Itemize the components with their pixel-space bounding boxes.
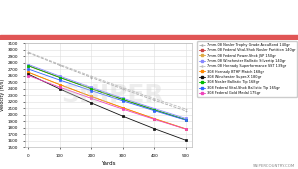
Text: SNIPERCOUNTRY.COM: SNIPERCOUNTRY.COM [253,164,295,168]
Y-axis label: Velocity (ft/s): Velocity (ft/s) [0,79,5,111]
Legend: 7mm-08 Nosler Trophy Grade AccuBond 140gr, 7mm-08 Federal Vital-Shok Nosler Part: 7mm-08 Nosler Trophy Grade AccuBond 140g… [197,41,297,97]
Text: BULLET VELOCITY: BULLET VELOCITY [73,9,225,24]
Bar [0,34,298,40]
X-axis label: Yards: Yards [102,161,116,166]
Text: SNIPER: SNIPER [61,83,163,107]
